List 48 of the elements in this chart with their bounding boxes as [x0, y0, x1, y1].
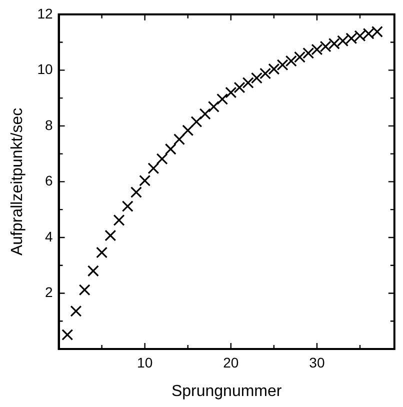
point — [62, 329, 74, 341]
point — [285, 55, 297, 67]
point — [294, 51, 306, 63]
point — [164, 143, 176, 155]
point — [362, 28, 374, 40]
point — [156, 153, 168, 165]
point — [268, 63, 280, 75]
point — [139, 174, 151, 186]
point — [371, 26, 383, 38]
y-axis-title: Aufprallzeitpunkt/sec — [9, 108, 26, 256]
point — [148, 162, 160, 174]
y-tick-label: 4 — [44, 228, 53, 244]
point — [174, 134, 186, 146]
point — [225, 86, 237, 98]
point — [234, 82, 246, 94]
y-tick-label: 2 — [44, 284, 53, 300]
x-axis-title: Sprungnummer — [171, 382, 282, 400]
point — [113, 214, 125, 226]
point — [87, 265, 99, 277]
point — [320, 40, 332, 52]
y-tick-label: 10 — [37, 61, 53, 78]
point — [208, 100, 220, 112]
point — [122, 200, 134, 212]
point — [70, 305, 82, 317]
point — [96, 246, 108, 258]
point — [346, 32, 358, 44]
point — [199, 108, 211, 120]
x-tick-label: 10 — [137, 354, 153, 370]
point — [311, 44, 323, 56]
point — [216, 93, 228, 105]
x-tick-label: 30 — [309, 354, 325, 370]
point — [260, 68, 272, 80]
point — [250, 72, 262, 84]
point — [354, 30, 366, 42]
point — [182, 124, 194, 136]
point — [190, 116, 202, 128]
point — [276, 59, 288, 71]
x-tick-label: 20 — [223, 354, 239, 370]
y-tick-label: 12 — [37, 5, 53, 22]
point — [328, 38, 340, 50]
point — [242, 76, 254, 88]
point — [104, 230, 116, 242]
point — [130, 186, 142, 198]
y-tick-label: 8 — [44, 116, 53, 133]
y-tick-label: 6 — [44, 172, 53, 189]
point — [78, 284, 90, 296]
point — [302, 47, 314, 59]
point — [337, 35, 349, 47]
